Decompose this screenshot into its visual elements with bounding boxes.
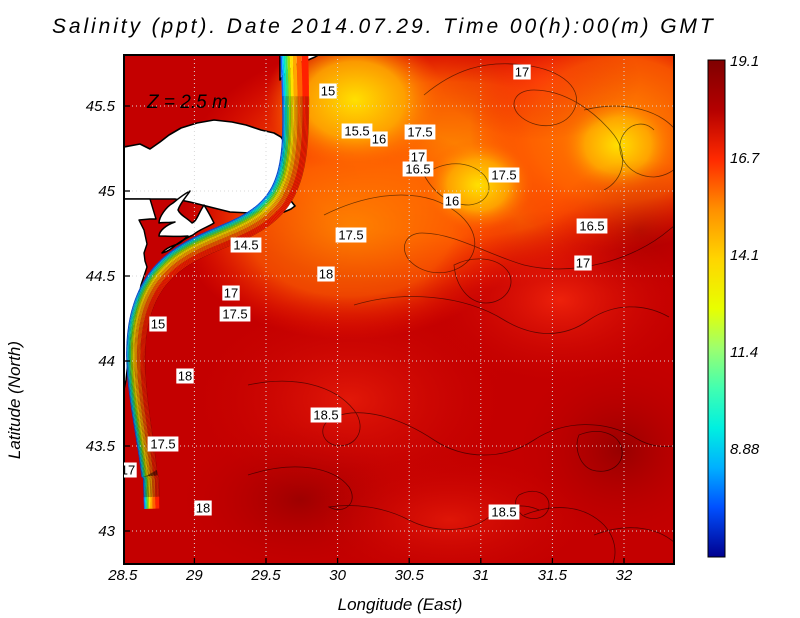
svg-text:29: 29 [185, 567, 203, 584]
svg-text:16.5: 16.5 [405, 161, 430, 176]
svg-text:14.5: 14.5 [233, 237, 258, 252]
svg-text:17.5: 17.5 [407, 124, 432, 139]
svg-text:18: 18 [178, 368, 192, 383]
svg-text:17.5: 17.5 [222, 306, 247, 321]
svg-text:43: 43 [98, 523, 115, 540]
svg-text:28.5: 28.5 [107, 567, 138, 584]
svg-text:18: 18 [319, 266, 333, 281]
svg-text:31.5: 31.5 [538, 567, 568, 584]
svg-text:44: 44 [98, 353, 115, 370]
svg-text:29.5: 29.5 [250, 567, 281, 584]
svg-text:16: 16 [372, 131, 386, 146]
svg-text:17: 17 [576, 255, 590, 270]
svg-text:32: 32 [616, 567, 633, 584]
svg-text:18.5: 18.5 [491, 504, 516, 519]
svg-text:15.5: 15.5 [344, 123, 369, 138]
svg-text:17: 17 [224, 285, 238, 300]
svg-text:Z = 2.5 m: Z = 2.5 m [146, 92, 228, 113]
svg-text:30.5: 30.5 [395, 567, 425, 584]
svg-text:17: 17 [515, 64, 529, 79]
svg-text:31: 31 [472, 567, 489, 584]
svg-text:18.5: 18.5 [313, 407, 338, 422]
svg-text:16: 16 [445, 193, 459, 208]
svg-text:17.5: 17.5 [491, 167, 516, 182]
svg-text:43.5: 43.5 [86, 438, 116, 455]
svg-text:16.7: 16.7 [730, 150, 760, 167]
svg-text:15: 15 [151, 316, 165, 331]
svg-text:45: 45 [98, 183, 115, 200]
svg-text:15: 15 [321, 83, 335, 98]
svg-text:16.5: 16.5 [579, 218, 604, 233]
svg-text:18: 18 [196, 500, 210, 515]
svg-text:14.1: 14.1 [730, 247, 759, 264]
svg-text:19.1: 19.1 [730, 53, 759, 70]
svg-text:8.88: 8.88 [730, 441, 760, 458]
svg-text:44.5: 44.5 [86, 268, 116, 285]
svg-text:45.5: 45.5 [86, 98, 116, 115]
svg-text:30: 30 [329, 567, 346, 584]
svg-text:Longitude (East): Longitude (East) [338, 595, 463, 614]
svg-text:17.5: 17.5 [150, 436, 175, 451]
svg-text:17.5: 17.5 [338, 227, 363, 242]
svg-text:Salinity (ppt). Date 2014.07.: Salinity (ppt). Date 2014.07.29. Time 00… [52, 15, 716, 38]
svg-text:11.4: 11.4 [730, 344, 758, 361]
svg-text:Latitude (North): Latitude (North) [5, 341, 24, 459]
